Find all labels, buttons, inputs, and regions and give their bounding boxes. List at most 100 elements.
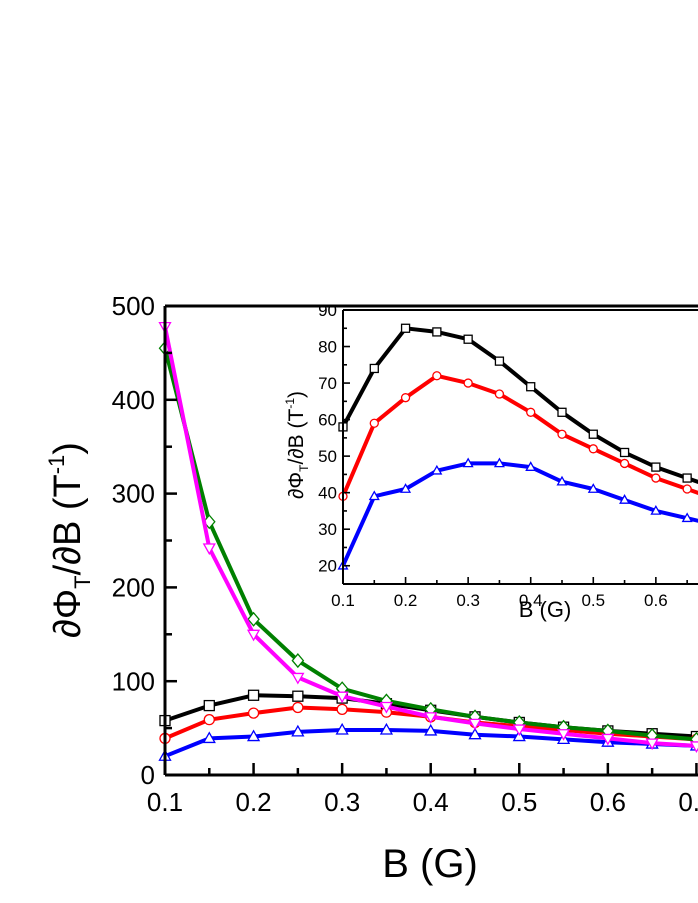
inset-x-tick-label: 0.4	[519, 591, 543, 610]
inset-background	[343, 310, 698, 605]
main-series-1-point	[336, 703, 348, 715]
inset-series-1-point	[369, 418, 379, 428]
main-series-4-point	[202, 543, 216, 556]
inset-series-0-point	[557, 407, 567, 417]
inset-y-tick-label: 90	[318, 301, 337, 320]
inset-series-2-point	[681, 512, 693, 523]
inset-series-2-point	[525, 461, 537, 471]
main-series-0-point	[247, 689, 260, 701]
inset-series-1-line	[341, 373, 698, 498]
inset-chart: 0.10.20.30.40.50.60.72030405060708090 B …	[283, 301, 698, 622]
main-y-tick-label: 100	[112, 666, 155, 696]
inset-series-0-point	[400, 323, 411, 333]
inset-x-tick-label: 0.6	[644, 591, 668, 610]
main-y-tick-label: 200	[112, 573, 155, 603]
inset-series-2-point	[462, 457, 474, 468]
inset-series-1-point	[588, 444, 598, 454]
inset-series-layer	[337, 323, 698, 570]
inset-y-tick-label: 20	[318, 557, 337, 576]
inset-series-1-point	[463, 378, 473, 388]
inset-series-0-point	[682, 473, 692, 483]
inset-y-tick-label: 80	[318, 337, 337, 356]
main-series-2-point	[379, 722, 394, 735]
main-x-tick-label: 0.1	[147, 787, 183, 817]
main-series-4-point	[468, 718, 482, 731]
main-series-4-point	[689, 741, 698, 753]
inset-series-1-point	[557, 429, 567, 439]
main-series-4-point	[645, 738, 659, 751]
inset-series-1-point	[494, 389, 505, 399]
inset-series-2-point	[431, 464, 443, 475]
inset-series-0-point	[526, 382, 536, 392]
inset-series-2-point	[619, 494, 631, 504]
main-x-tick-label: 0.5	[501, 787, 537, 817]
main-series-4-point	[512, 724, 526, 737]
main-series-2-point	[291, 724, 305, 737]
inset-series-2-point	[556, 475, 568, 486]
main-y-tick-label: 0	[141, 760, 155, 790]
inset-x-tick-label: 0.1	[331, 591, 355, 610]
inset-series-0-line	[341, 326, 698, 485]
inset-series-1-point	[619, 458, 630, 469]
inset-series-2-point	[493, 457, 505, 468]
inset-series-0-point	[432, 327, 442, 337]
main-y-tick-label: 500	[112, 291, 155, 321]
main-series-2-point	[246, 729, 261, 742]
main-series-4-line	[163, 326, 698, 749]
main-series-layer	[158, 321, 698, 761]
inset-series-0-point	[494, 356, 505, 366]
main-series-4-point	[379, 701, 394, 714]
main-series-3-point	[291, 653, 305, 669]
main-y-axis-label: ∂ΦT/∂B (T-1)	[44, 442, 95, 638]
inset-series-2-point	[400, 483, 412, 493]
main-x-tick-label: 0.6	[590, 787, 626, 817]
inset-series-2-point	[650, 505, 662, 515]
main-series-1-point	[247, 707, 260, 719]
inset-series-0-point	[463, 334, 473, 344]
main-series-2-point	[468, 727, 482, 740]
inset-y-tick-label: 30	[318, 520, 337, 539]
main-series-0-point	[292, 690, 304, 702]
main-series-2-point	[424, 723, 438, 736]
inset-y-axis-label: ∂ΦT/∂B (T-1)	[283, 391, 311, 499]
main-series-4-point	[246, 629, 261, 642]
inset-series-1-point	[400, 393, 411, 403]
main-series-4-point	[424, 712, 438, 724]
inset-series-0-point	[651, 462, 661, 472]
inset-x-axis-label: B (G)	[519, 597, 572, 622]
main-ticks: 0.1 0.2 0.3 0.4 0.5 0.6 0.7 0 100 200 300 400 500	[112, 291, 698, 817]
main-series-4-point	[291, 672, 305, 685]
main-x-tick-label: 0.4	[413, 787, 449, 817]
inset-y-tick-label: 60	[318, 411, 337, 430]
inset-y-tick-label: 50	[318, 447, 337, 466]
inset-y-tick-label: 40	[318, 484, 337, 503]
inset-y-tick-label: 70	[318, 374, 337, 393]
inset-series-1-point	[651, 473, 661, 483]
inset-ticks: 0.10.20.30.40.50.60.72030405060708090	[318, 301, 688, 610]
main-series-4-point	[335, 691, 349, 704]
main-series-1-point	[203, 714, 215, 726]
main-y-tick-label: 400	[112, 385, 155, 415]
inset-series-0-point	[619, 447, 630, 458]
main-x-tick-label: 0.3	[324, 787, 360, 817]
inset-series-1-point	[432, 371, 442, 381]
inset-series-0-point	[369, 363, 379, 374]
main-series-2-point	[335, 722, 349, 735]
main-chart: 0.1 0.2 0.3 0.4 0.5 0.6 0.7 0 100 200 300 400 500 B …	[44, 291, 698, 886]
main-series-4-point	[601, 733, 615, 746]
inset-series-1-point	[526, 407, 536, 417]
main-series-3-point	[247, 611, 260, 627]
main-series-0-point	[203, 699, 215, 712]
inset-series-1-point	[682, 484, 692, 494]
inset-x-tick-label: 0.5	[581, 591, 605, 610]
main-series-1-point	[292, 701, 304, 714]
main-x-tick-label: 0.2	[235, 787, 271, 817]
inset-series-2-line	[341, 461, 698, 567]
inset-series-2-point	[368, 490, 380, 501]
main-series-4-point	[556, 729, 571, 741]
main-x-axis-label: B (G)	[382, 842, 478, 886]
main-series-3-line	[163, 347, 698, 742]
main-y-tick-label: 300	[112, 479, 155, 509]
main-series-2-point	[202, 731, 216, 744]
